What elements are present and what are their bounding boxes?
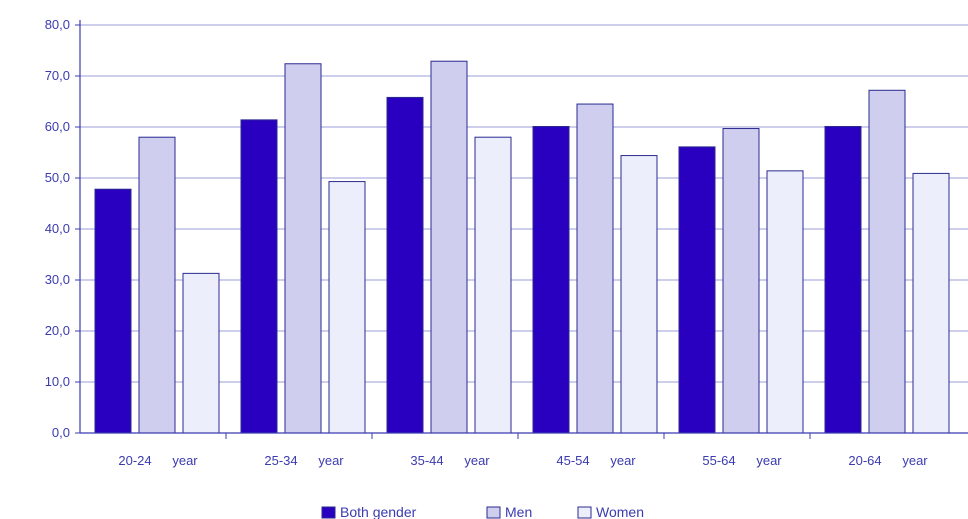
bar bbox=[912, 172, 950, 434]
y-tick-label: 80,0 bbox=[45, 17, 70, 32]
legend-label: Women bbox=[596, 504, 644, 519]
x-tick-label: 20-64 bbox=[848, 453, 881, 468]
bars bbox=[94, 60, 950, 434]
y-tick-label: 0,0 bbox=[52, 425, 70, 440]
x-tick-label-unit: year bbox=[318, 453, 344, 468]
bar bbox=[94, 188, 132, 434]
bar bbox=[328, 181, 366, 434]
x-tick-label: 35-44 bbox=[410, 453, 443, 468]
x-tick-label-unit: year bbox=[610, 453, 636, 468]
x-tick-label-unit: year bbox=[464, 453, 490, 468]
x-tick-label-unit: year bbox=[172, 453, 198, 468]
bar bbox=[240, 119, 278, 434]
y-tick-label: 50,0 bbox=[45, 170, 70, 185]
legend-label: Men bbox=[505, 504, 532, 519]
legend: Both gender Men Women bbox=[321, 504, 644, 519]
x-tick-label: 25-34 bbox=[264, 453, 297, 468]
bar bbox=[284, 63, 322, 434]
y-tick-label: 70,0 bbox=[45, 68, 70, 83]
bar bbox=[824, 125, 862, 434]
y-tick-label: 40,0 bbox=[45, 221, 70, 236]
legend-swatch bbox=[577, 506, 592, 519]
x-tick-label-unit: year bbox=[902, 453, 928, 468]
bar bbox=[430, 60, 468, 434]
bar bbox=[474, 136, 512, 434]
axes: 0,0 10,0 20,0 30,0 40,0 50,0 60,0 70,0 80,0 20-24… bbox=[45, 17, 968, 468]
x-tick-label: 55-64 bbox=[702, 453, 735, 468]
legend-swatch bbox=[321, 506, 336, 519]
y-tick-label: 10,0 bbox=[45, 374, 70, 389]
bar bbox=[620, 155, 658, 434]
y-tick-label: 30,0 bbox=[45, 272, 70, 287]
bar bbox=[678, 146, 716, 434]
bar bbox=[386, 96, 424, 434]
bar bbox=[722, 128, 760, 434]
bar bbox=[868, 89, 906, 434]
x-tick-label-unit: year bbox=[756, 453, 782, 468]
bar bbox=[766, 170, 804, 434]
legend-swatch bbox=[486, 506, 501, 519]
y-tick-label: 20,0 bbox=[45, 323, 70, 338]
bar bbox=[182, 272, 220, 434]
x-tick-label: 45-54 bbox=[556, 453, 589, 468]
legend-label: Both gender bbox=[340, 504, 417, 519]
bar bbox=[138, 136, 176, 434]
y-tick-label: 60,0 bbox=[45, 119, 70, 134]
bar bbox=[532, 125, 570, 434]
x-tick-label: 20-24 bbox=[118, 453, 151, 468]
gridlines bbox=[80, 24, 968, 383]
bar bbox=[576, 103, 614, 434]
